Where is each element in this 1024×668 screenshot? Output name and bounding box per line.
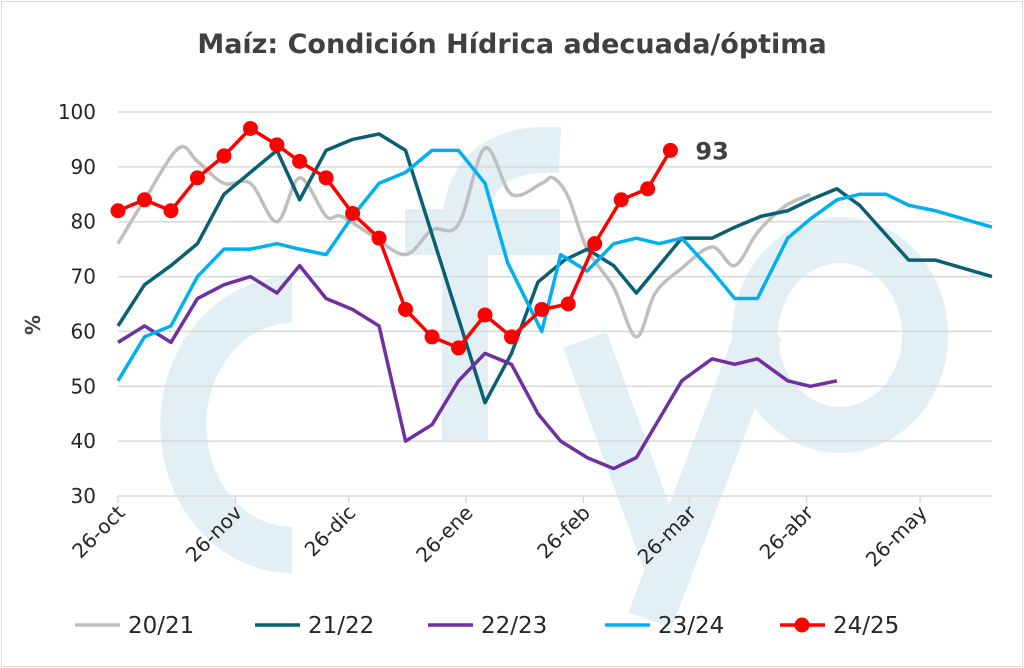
x-tick-label: 26-oct xyxy=(67,500,129,562)
legend-label: 22/23 xyxy=(481,613,547,639)
x-tick-label: 26-abr xyxy=(755,500,819,564)
series-24-25-point xyxy=(503,329,519,345)
series-24-25-point xyxy=(242,120,258,136)
series-24-25-point xyxy=(662,142,678,158)
x-tick-label: 26-dic xyxy=(300,501,361,562)
series-24-25-point xyxy=(613,192,629,208)
series-24-25-point xyxy=(451,340,467,356)
y-tick-label: 50 xyxy=(71,374,96,398)
series-24-25-line xyxy=(117,126,672,350)
series-24-25-point xyxy=(640,181,656,197)
series-24-25-point xyxy=(398,301,414,317)
series-24-25-point xyxy=(216,148,232,164)
series-24-25-point xyxy=(371,230,387,246)
series-22-23-line xyxy=(117,263,838,471)
series-24-25-point xyxy=(477,307,493,323)
series-24-25-point xyxy=(318,170,334,186)
data-label-last-value: 93 xyxy=(695,137,728,165)
series-24-25-point xyxy=(189,170,205,186)
legend-label: 23/24 xyxy=(658,613,724,639)
y-tick-label: 30 xyxy=(71,484,96,508)
series-23-24-line xyxy=(116,148,993,382)
chart-title: Maíz: Condición Hídrica adecuada/óptima xyxy=(197,29,826,60)
legend-label: 24/25 xyxy=(833,613,899,639)
legend-label: 20/21 xyxy=(128,613,194,639)
y-tick-label: 90 xyxy=(71,155,96,179)
watermark-letter-c-shape xyxy=(160,277,293,573)
series-24-25-point xyxy=(560,296,576,312)
x-tick-label: 26-may xyxy=(861,500,932,571)
y-tick-label: 80 xyxy=(71,210,96,234)
y-tick-label: 40 xyxy=(71,429,96,453)
series-21-22-line xyxy=(116,132,993,405)
watermark-letter-o-shape xyxy=(732,217,948,453)
series-20-21-line xyxy=(116,144,812,339)
legend: 20/21 21/22 22/23 23/24 24/25 xyxy=(75,613,899,639)
x-tick-label: 26-ene xyxy=(411,501,477,567)
series-24-25-point xyxy=(534,301,550,317)
y-tick-label: 70 xyxy=(71,265,96,289)
watermark-letter-y-shape xyxy=(563,321,782,629)
series-24-25-point xyxy=(345,205,361,221)
y-axis-label: % xyxy=(21,315,45,335)
y-tick-label: 60 xyxy=(71,319,96,343)
series-24-25-point xyxy=(163,203,179,219)
legend-label: 21/22 xyxy=(308,613,374,639)
series-24-25-point xyxy=(587,236,603,252)
series-24-25-point xyxy=(424,329,440,345)
series-24-25-point xyxy=(136,192,152,208)
series-24-25-point xyxy=(292,153,308,169)
series-24-25-point xyxy=(269,137,285,153)
y-tick-label: 100 xyxy=(58,100,96,124)
x-tick-label: 26-feb xyxy=(532,501,595,564)
series-24-25-point xyxy=(110,203,126,219)
legend-marker xyxy=(794,617,810,633)
